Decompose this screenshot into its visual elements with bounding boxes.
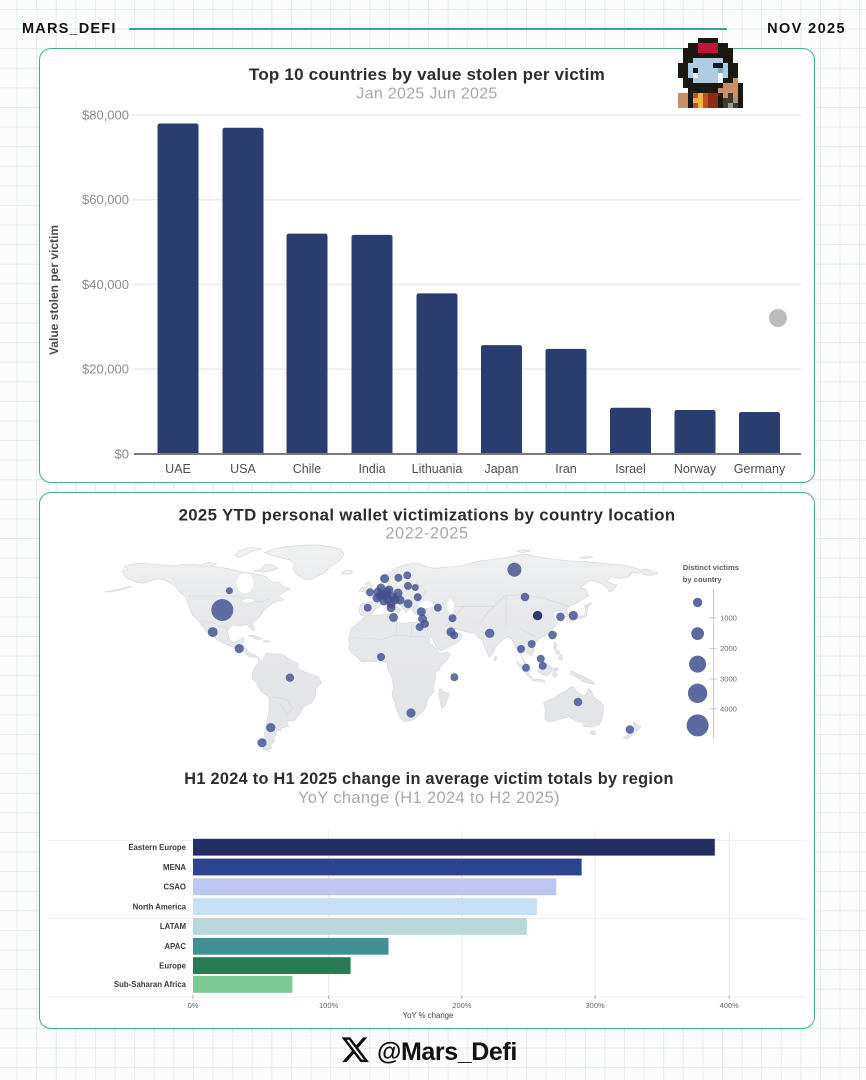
- svg-text:2022-2025: 2022-2025: [385, 524, 468, 542]
- svg-text:$60,000: $60,000: [82, 192, 129, 207]
- svg-text:100%: 100%: [319, 1001, 339, 1010]
- svg-text:2000: 2000: [720, 644, 737, 653]
- svg-text:Jan 2025 Jun 2025: Jan 2025 Jun 2025: [356, 85, 497, 102]
- svg-text:Germany: Germany: [734, 462, 786, 476]
- svg-text:by country: by country: [683, 575, 723, 584]
- svg-text:YoY % change: YoY % change: [403, 1011, 454, 1020]
- svg-text:Norway: Norway: [674, 462, 717, 476]
- svg-text:Lithuania: Lithuania: [412, 462, 463, 476]
- svg-text:Japan: Japan: [484, 462, 518, 476]
- svg-text:India: India: [358, 462, 385, 476]
- svg-text:$80,000: $80,000: [82, 107, 129, 122]
- svg-text:$40,000: $40,000: [82, 276, 129, 291]
- svg-text:Top 10 countries by value stol: Top 10 countries by value stolen per vic…: [249, 65, 605, 84]
- svg-text:Iran: Iran: [555, 462, 577, 476]
- svg-text:300%: 300%: [586, 1001, 606, 1010]
- svg-text:Value stolen per victim: Value stolen per victim: [47, 224, 61, 354]
- svg-text:USA: USA: [230, 462, 256, 476]
- svg-text:Chile: Chile: [293, 462, 322, 476]
- svg-text:$20,000: $20,000: [82, 361, 129, 376]
- svg-text:MENA: MENA: [163, 862, 186, 871]
- svg-text:400%: 400%: [720, 1001, 740, 1010]
- svg-text:CSAO: CSAO: [163, 882, 186, 891]
- svg-text:Israel: Israel: [615, 462, 646, 476]
- svg-text:APAC: APAC: [164, 942, 186, 951]
- svg-text:0%: 0%: [188, 1001, 199, 1010]
- svg-text:Sub-Saharan Africa: Sub-Saharan Africa: [114, 980, 187, 989]
- svg-text:4000: 4000: [720, 704, 737, 713]
- svg-text:$0: $0: [115, 446, 129, 461]
- svg-text:3000: 3000: [720, 674, 737, 683]
- svg-text:UAE: UAE: [165, 462, 191, 476]
- svg-text:YoY change (H1 2024 to H2 2025: YoY change (H1 2024 to H2 2025): [298, 789, 560, 807]
- svg-text:200%: 200%: [452, 1001, 472, 1010]
- svg-text:1000: 1000: [720, 613, 737, 622]
- svg-text:Distinct victims: Distinct victims: [683, 563, 739, 572]
- svg-text:@Mars_Defi: @Mars_Defi: [377, 1038, 517, 1066]
- svg-text:North America: North America: [133, 902, 187, 911]
- svg-text:2025 YTD personal wallet victi: 2025 YTD personal wallet victimizations …: [179, 505, 676, 524]
- svg-text:H1 2024 to H1 2025 change in a: H1 2024 to H1 2025 change in average vic…: [184, 770, 673, 788]
- svg-text:LATAM: LATAM: [160, 922, 186, 931]
- svg-text:Eastern Europe: Eastern Europe: [128, 843, 186, 852]
- svg-text:Europe: Europe: [159, 961, 187, 970]
